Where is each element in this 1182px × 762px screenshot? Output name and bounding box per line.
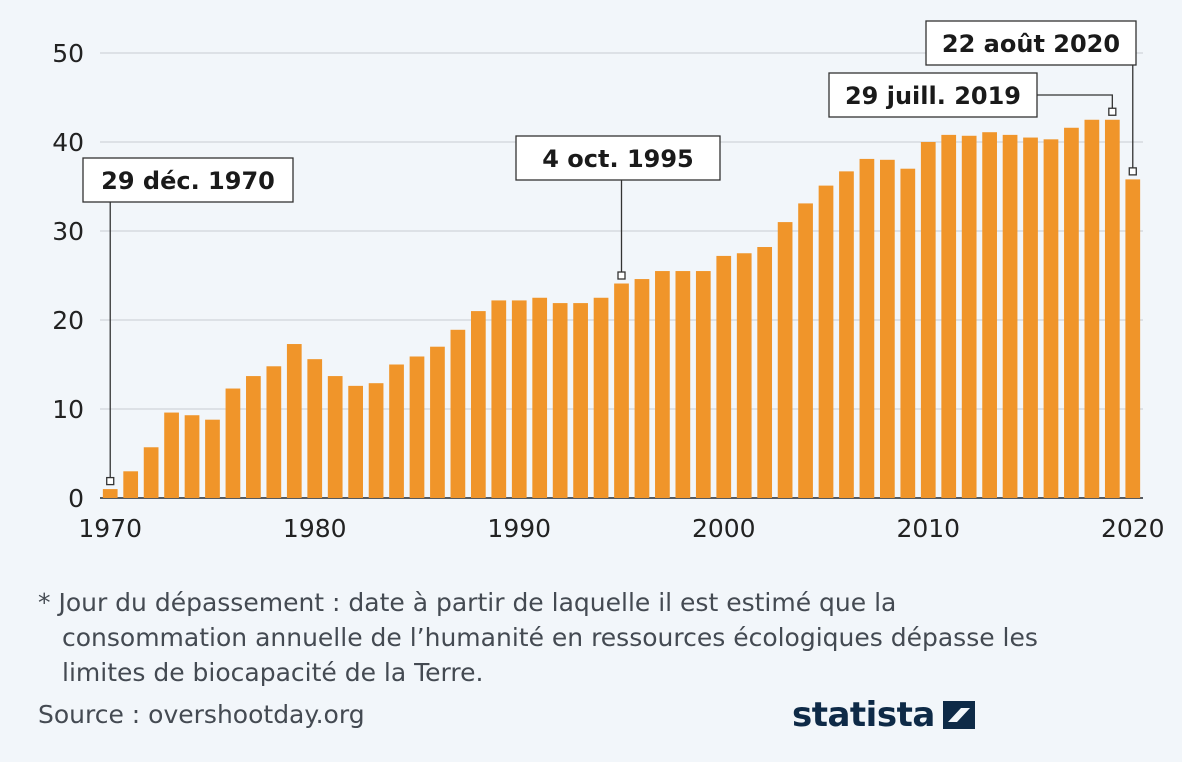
bar-1980 — [307, 359, 323, 498]
y-tick-label: 50 — [52, 39, 84, 68]
bar-series — [102, 119, 1141, 499]
x-tick-label: 2000 — [692, 514, 756, 543]
bar-2000 — [716, 255, 732, 498]
bar-2005 — [818, 185, 834, 499]
bar-2014 — [1002, 134, 1018, 498]
y-tick-label: 0 — [68, 484, 84, 513]
bar-2003 — [777, 222, 793, 498]
bar-1983 — [368, 383, 384, 498]
bar-2016 — [1043, 139, 1059, 498]
footnote: * Jour du dépassement : date à partir de… — [38, 585, 1148, 690]
y-tick-label: 20 — [52, 306, 84, 335]
bar-2009 — [900, 168, 916, 498]
bar-1981 — [327, 376, 343, 498]
annotation-marker — [1108, 107, 1117, 116]
bar-1971 — [123, 471, 139, 498]
bar-2006 — [839, 171, 854, 498]
annotation-label: 29 juill. 2019 — [845, 82, 1021, 110]
bar-2011 — [941, 134, 957, 498]
bar-1991 — [532, 297, 548, 498]
bar-2012 — [961, 135, 977, 498]
bar-2008 — [880, 159, 895, 499]
x-axis-labels: 1970 1980 1990 2000 2010 2020 — [78, 514, 1164, 543]
y-tick-label: 10 — [52, 395, 84, 424]
bar-1988 — [470, 311, 486, 498]
statista-logo-icon — [942, 701, 975, 729]
bar-1999 — [695, 271, 711, 498]
bar-1978 — [266, 366, 282, 498]
annotation-leader — [1132, 62, 1136, 172]
bar-1975 — [205, 419, 220, 498]
annotation-box — [925, 20, 1137, 66]
x-tick-label: 2010 — [896, 514, 960, 543]
annotation-box — [515, 135, 721, 181]
bar-1977 — [246, 376, 261, 498]
bar-1993 — [573, 303, 588, 498]
bar-2015 — [1023, 137, 1038, 499]
bar-2002 — [757, 247, 773, 498]
x-tick-label: 1980 — [283, 514, 347, 543]
bar-1992 — [552, 303, 568, 498]
x-tick-label: 1970 — [78, 514, 142, 543]
bar-2018 — [1084, 119, 1100, 498]
x-tick-label: 2020 — [1101, 514, 1165, 543]
bar-1982 — [348, 385, 363, 498]
bar-2017 — [1064, 127, 1079, 498]
footnote-line-3: limites de biocapacité de la Terre. — [62, 658, 484, 687]
bar-1974 — [184, 415, 200, 498]
bar-2004 — [798, 203, 813, 498]
source-text: Source : overshootday.org — [38, 700, 365, 729]
bar-1973 — [164, 412, 179, 498]
statista-logo[interactable]: statista — [792, 692, 977, 738]
annotation-label: 22 août 2020 — [942, 30, 1120, 58]
bar-1989 — [491, 300, 507, 498]
bar-1987 — [450, 329, 466, 498]
bar-1976 — [225, 388, 241, 498]
bar-1994 — [593, 297, 609, 498]
bar-2010 — [920, 142, 936, 498]
bar-1984 — [389, 364, 404, 498]
annotation-marker — [1128, 167, 1137, 176]
annotation-leader — [1037, 94, 1113, 112]
bar-1985 — [409, 356, 425, 498]
brand-name: statista — [792, 695, 935, 735]
bar-1990 — [511, 300, 527, 498]
bar-chart: 29 déc. 1970 4 oct. 1995 29 juill. 2019 22 … — [52, 20, 1165, 543]
y-tick-label: 40 — [52, 128, 84, 157]
annotations: 29 déc. 1970 4 oct. 1995 29 juill. 2019 22 … — [82, 20, 1137, 486]
annotation-marker — [106, 476, 115, 486]
footnote-line-2: consommation annuelle de l’humanité en r… — [62, 623, 1038, 652]
bar-1972 — [143, 447, 159, 498]
bar-1979 — [286, 344, 302, 498]
bar-2007 — [859, 158, 875, 498]
bar-2013 — [982, 132, 997, 498]
bar-1986 — [430, 346, 445, 498]
bar-1997 — [655, 271, 670, 498]
bar-1995 — [614, 283, 629, 498]
footnote-line-1: * Jour du dépassement : date à partir de… — [38, 588, 897, 617]
annotation-label: 4 oct. 1995 — [542, 145, 694, 173]
bar-2019 — [1104, 119, 1120, 498]
annotation-box — [828, 72, 1038, 118]
x-tick-label: 1990 — [487, 514, 551, 543]
bar-1998 — [675, 271, 691, 498]
annotation-marker — [617, 271, 626, 280]
bar-1996 — [634, 279, 650, 498]
bar-2001 — [736, 253, 752, 498]
y-axis-labels: 0 10 20 30 40 50 — [52, 39, 84, 513]
y-tick-label: 30 — [52, 217, 84, 246]
bar-2020 — [1125, 179, 1141, 498]
bar-1970 — [102, 489, 118, 498]
annotation-label: 29 déc. 1970 — [101, 167, 275, 195]
annotation-box — [82, 157, 294, 203]
